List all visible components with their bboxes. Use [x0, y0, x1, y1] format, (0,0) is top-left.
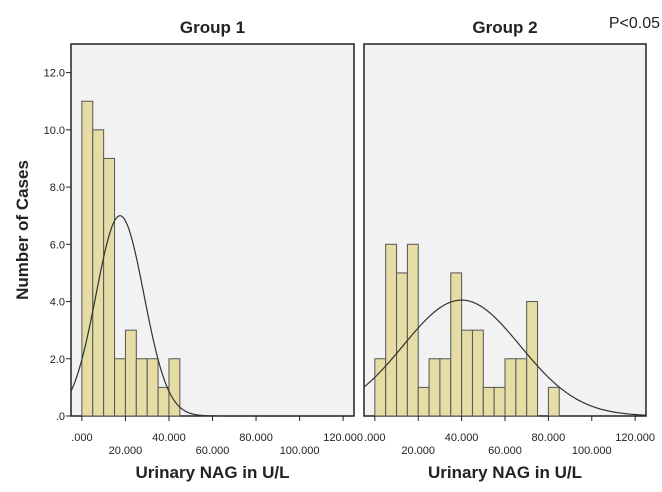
panel-2-title: Group 2 [472, 18, 537, 37]
panel-2-normal-curve [363, 299, 647, 416]
panel-1-normal-curve [70, 215, 354, 417]
panel-1-title: Group 1 [180, 18, 245, 37]
y-tick-label: 4.0 [50, 297, 65, 309]
x-tick-label: 40.000 [152, 432, 186, 444]
y-tick-label: 8.0 [50, 182, 65, 194]
histogram-bar [114, 358, 126, 417]
x-tick-label: 80.000 [532, 432, 566, 444]
histogram-bar [504, 358, 517, 417]
histogram-bar [482, 386, 495, 417]
x-tick-label: 60.000 [488, 445, 522, 457]
panel-1-x-axis-title: Urinary NAG in U/L [136, 463, 290, 482]
x-tick-label: 60.000 [196, 445, 230, 457]
y-axis-title: Number of Cases [13, 160, 32, 300]
x-tick-label: 20.000 [109, 445, 143, 457]
histogram-bar [493, 386, 506, 417]
y-tick-label: 10.0 [44, 125, 65, 137]
histogram-bar [103, 157, 116, 417]
panel-2-bars [374, 243, 560, 417]
y-tick-label: 6.0 [50, 239, 65, 251]
y-tick-label: 2.0 [50, 354, 65, 366]
x-tick-label: 100.000 [572, 445, 612, 457]
panel-1-bars [81, 100, 181, 417]
histogram-bar [124, 329, 137, 417]
histogram-bar [439, 358, 452, 417]
histogram-bar [81, 100, 94, 417]
y-tick-label: .0 [56, 411, 65, 423]
panel-2-x-ticks: .000 20.000 40.000 60.000 80.000 100.000120.0… [364, 416, 655, 457]
panel-1-plot-area [70, 43, 355, 417]
histogram-bar [92, 129, 105, 417]
x-tick-label: 120.000 [615, 432, 655, 444]
histogram-bar [168, 358, 181, 417]
histogram-bar [406, 243, 419, 417]
y-tick-label: 12.0 [44, 68, 65, 80]
panel-group-2: Group 2 P<0.05 .000 20.000 40.000 60.000 80.… [363, 15, 660, 482]
panel-2-x-axis-title: Urinary NAG in U/L [428, 463, 582, 482]
x-tick-label: .000 [71, 432, 92, 444]
x-tick-label: 120.000 [323, 432, 363, 444]
x-tick-label: 20.000 [401, 445, 435, 457]
histogram-bar [526, 301, 539, 417]
x-tick-label: 100.000 [280, 445, 320, 457]
histogram-bar [157, 386, 170, 417]
histogram-bar [146, 358, 159, 417]
panel-group-1: Group 1 .000 20.000 40.000 60.000 80.000 100.… [13, 18, 363, 482]
histogram-bar [396, 272, 408, 417]
histogram-bar [515, 358, 528, 417]
histogram-bar [547, 386, 560, 417]
panel-1-y-ticks: .0 2.0 4.0 6.0 8.0 10.0 12.0 [44, 68, 71, 423]
histogram-bar [450, 272, 463, 417]
x-tick-label: 80.000 [239, 432, 273, 444]
x-tick-label: .000 [364, 432, 385, 444]
histogram-bar [385, 243, 398, 417]
histogram-bar [135, 358, 148, 417]
histogram-bar [428, 358, 441, 417]
panel-1-x-ticks: .000 20.000 40.000 60.000 80.000 100.000120.0… [71, 416, 363, 457]
significance-annotation: P<0.05 [609, 15, 660, 32]
histogram-bar [471, 329, 484, 417]
histogram-bar [461, 329, 473, 417]
x-tick-label: 40.000 [445, 432, 479, 444]
histogram-bar [417, 386, 430, 417]
